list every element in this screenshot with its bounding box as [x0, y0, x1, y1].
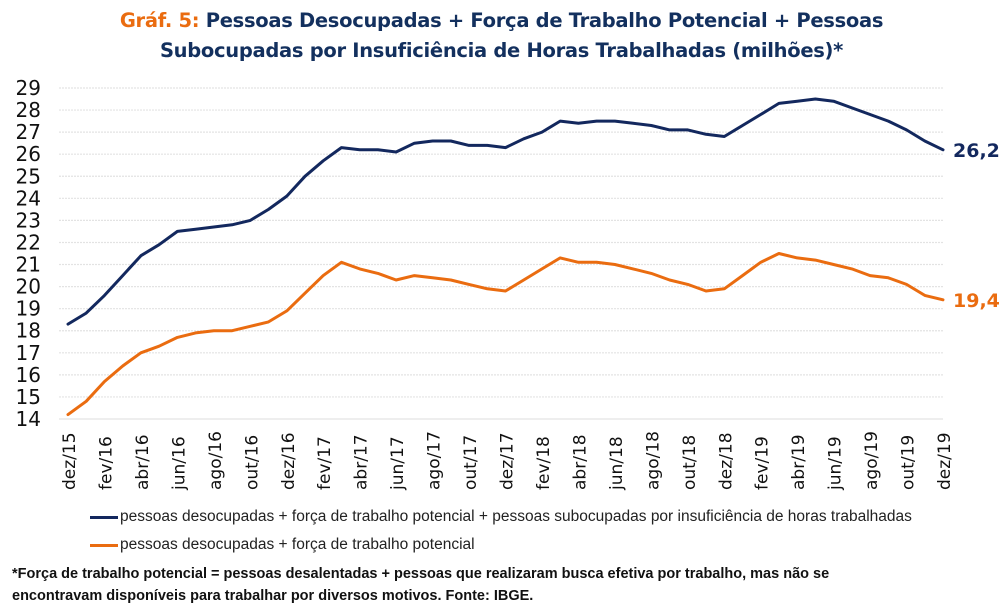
y-tick-label: 25 [16, 164, 41, 188]
x-tick-label: ago/18 [643, 431, 663, 490]
y-tick-label: 19 [16, 297, 41, 321]
chart-title-line2: Subocupadas por Insuficiência de Horas T… [159, 39, 844, 62]
x-tick-label: fev/16 [96, 436, 116, 490]
y-tick-label: 23 [16, 208, 41, 232]
chart-title: Gráf. 5: Pessoas Desocupadas + Força de … [0, 6, 1003, 66]
footnote-line1: *Força de trabalho potencial = pessoas d… [12, 566, 830, 582]
legend-label-total: pessoas desocupadas + força de trabalho … [120, 508, 912, 525]
legend-label-desocupadas: pessoas desocupadas + força de trabalho … [120, 536, 475, 553]
x-tick-label: jun/19 [826, 436, 846, 491]
x-tick-label: out/17 [461, 435, 481, 490]
x-tick-label: ago/19 [862, 431, 882, 490]
y-tick-label: 20 [16, 275, 41, 299]
legend-item-desocupadas: pessoas desocupadas + força de trabalho … [90, 531, 912, 559]
y-tick-label: 26 [16, 142, 41, 166]
y-tick-label: 22 [16, 230, 41, 254]
x-tick-label: dez/18 [716, 432, 736, 490]
x-tick-label: ago/16 [206, 431, 226, 490]
x-tick-label: jun/18 [607, 436, 627, 491]
x-tick-label: fev/17 [315, 436, 335, 490]
y-tick-label: 27 [16, 120, 41, 144]
series-lines [66, 97, 945, 417]
legend: pessoas desocupadas + força de trabalho … [90, 503, 912, 559]
x-tick-label: fev/18 [534, 436, 554, 490]
y-tick-label: 18 [16, 319, 41, 343]
footnote-line2: encontravam disponíveis para trabalhar p… [12, 588, 534, 604]
x-tick-label: abr/19 [789, 434, 809, 490]
y-tick-label: 15 [16, 385, 41, 409]
y-tick-label: 29 [16, 76, 41, 100]
x-tick-label: abr/18 [570, 434, 590, 490]
legend-item-total: pessoas desocupadas + força de trabalho … [90, 503, 912, 531]
y-tick-label: 16 [16, 363, 41, 387]
y-tick-label: 28 [16, 98, 41, 122]
y-tick-label: 24 [16, 186, 41, 210]
chart-title-prefix: Gráf. 5: [119, 9, 200, 32]
x-axis-labels: dez/15 fev/16 abr/16 jun/16 ago/16 out/16 dez/… [60, 431, 955, 491]
legend-swatch-orange [90, 543, 118, 547]
x-tick-label: dez/19 [935, 432, 955, 490]
x-tick-label: out/18 [680, 435, 700, 490]
y-tick-label: 17 [16, 341, 41, 365]
x-tick-label: fev/19 [753, 436, 773, 490]
end-value-label: 19,4 [953, 290, 1000, 312]
x-tick-label: jun/17 [388, 436, 408, 491]
chart-title-line1: Pessoas Desocupadas + Força de Trabalho … [205, 9, 884, 32]
end-labels: 26,2 19,4 [953, 140, 1000, 312]
x-tick-label: out/19 [899, 435, 919, 490]
x-tick-label: dez/15 [60, 432, 80, 490]
x-tick-label: abr/16 [133, 434, 153, 490]
x-tick-label: out/16 [242, 435, 262, 490]
x-tick-label: abr/17 [352, 434, 372, 490]
x-tick-label: dez/17 [498, 432, 518, 490]
gridlines [59, 87, 943, 420]
legend-swatch-blue [90, 515, 118, 519]
x-tick-label: jun/16 [169, 436, 189, 491]
footnote: *Força de trabalho potencial = pessoas d… [12, 563, 992, 607]
x-tick-label: dez/16 [279, 432, 299, 490]
series-line-desocupadas [66, 252, 945, 417]
y-tick-label: 14 [16, 407, 41, 431]
x-tick-label: ago/17 [425, 431, 445, 490]
end-value-label: 26,2 [953, 140, 1000, 162]
series-line-total [66, 97, 945, 326]
y-tick-label: 21 [16, 253, 41, 277]
